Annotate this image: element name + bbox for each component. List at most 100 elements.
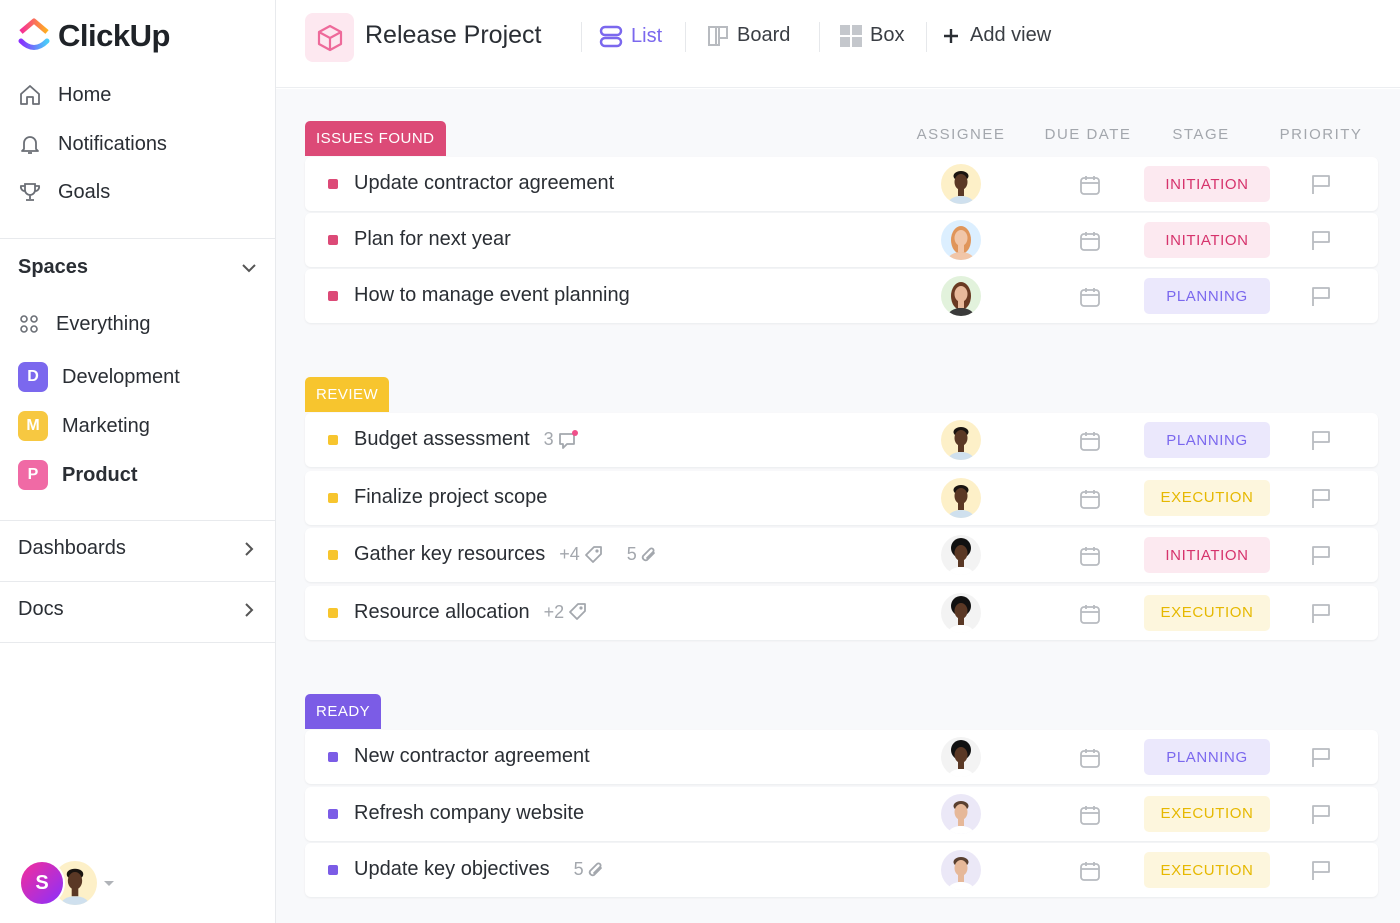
group-label[interactable]: READY <box>305 694 382 729</box>
clickup-logo[interactable]: ClickUp <box>18 18 170 54</box>
table-row[interactable]: Refresh company website EXECUTION <box>305 786 1378 841</box>
calendar-icon[interactable] <box>1079 603 1101 625</box>
space-marketing[interactable]: M Marketing <box>18 411 150 441</box>
stage-badge[interactable]: INITIATION <box>1144 166 1270 202</box>
task-name[interactable]: Refresh company website <box>354 801 585 824</box>
chevron-down-icon[interactable] <box>240 259 258 277</box>
stage-badge[interactable]: EXECUTION <box>1144 852 1270 888</box>
calendar-icon[interactable] <box>1079 747 1101 769</box>
calendar-icon[interactable] <box>1079 545 1101 567</box>
flag-icon[interactable] <box>1310 173 1332 195</box>
flag-icon[interactable] <box>1310 429 1332 451</box>
tab-board[interactable]: Board <box>707 24 790 47</box>
assignee-avatar[interactable] <box>941 420 981 460</box>
task-name[interactable]: Gather key resources <box>354 543 546 565</box>
table-row[interactable]: Plan for next year INITIATION <box>305 213 1378 267</box>
calendar-icon[interactable] <box>1079 174 1101 196</box>
status-dot[interactable] <box>328 435 338 445</box>
stage-badge[interactable]: PLANNING <box>1144 422 1270 458</box>
flag-icon[interactable] <box>1310 544 1332 566</box>
tag-count[interactable]: +2 <box>544 602 588 623</box>
sidebar-item-notifications[interactable]: Notifications <box>18 132 167 156</box>
chevron-right-icon[interactable] <box>240 601 258 619</box>
task-name[interactable]: Update key objectives <box>354 858 550 880</box>
calendar-icon[interactable] <box>1079 860 1101 882</box>
tab-box[interactable]: Box <box>840 24 904 47</box>
status-dot[interactable] <box>328 865 338 875</box>
sidebar-item-everything[interactable]: Everything <box>18 312 151 336</box>
stage-badge[interactable]: EXECUTION <box>1144 479 1270 516</box>
calendar-icon[interactable] <box>1079 488 1101 510</box>
task-name[interactable]: How to manage event planning <box>354 284 630 306</box>
stage-badge[interactable]: EXECUTION <box>1144 795 1270 832</box>
table-row[interactable]: Budget assessment 3 PLANNING <box>305 413 1378 467</box>
stage-badge[interactable]: PLANNING <box>1144 739 1270 775</box>
stage-badge[interactable]: INITIATION <box>1144 222 1270 258</box>
table-row[interactable]: How to manage event planning PLANNING <box>305 269 1378 323</box>
assignee-avatar[interactable] <box>941 164 981 204</box>
assignee-avatar[interactable] <box>941 850 981 890</box>
table-row[interactable]: Finalize project scope EXECUTION <box>305 470 1378 525</box>
table-row[interactable]: New contractor agreement PLANNING <box>305 730 1378 784</box>
assignee-avatar[interactable] <box>941 276 981 316</box>
flag-icon[interactable] <box>1310 229 1332 251</box>
stage-badge[interactable]: PLANNING <box>1144 278 1270 314</box>
calendar-icon[interactable] <box>1079 804 1101 826</box>
stage-badge[interactable]: INITIATION <box>1144 537 1270 573</box>
comment-count[interactable]: 3 <box>544 429 579 451</box>
assignee-avatar[interactable] <box>941 592 981 633</box>
table-row[interactable]: Update contractor agreement INITIATION <box>305 157 1378 211</box>
sidebar-item-goals[interactable]: Goals <box>18 180 110 204</box>
column-header-assignee[interactable]: ASSIGNEE <box>916 126 1006 143</box>
status-dot[interactable] <box>328 808 338 819</box>
flag-icon[interactable] <box>1310 285 1332 307</box>
sidebar-item-docs[interactable]: Docs <box>18 598 258 621</box>
status-dot[interactable] <box>328 235 338 245</box>
task-name[interactable]: Resource allocation <box>354 600 530 623</box>
spaces-header[interactable]: Spaces <box>18 256 258 279</box>
flag-icon[interactable] <box>1310 602 1332 624</box>
stage-badge[interactable]: EXECUTION <box>1144 594 1270 631</box>
attachment-count[interactable]: 5 <box>627 544 658 565</box>
user-menu[interactable]: S <box>19 860 115 906</box>
status-dot[interactable] <box>328 607 338 618</box>
space-product[interactable]: P Product <box>18 460 138 490</box>
calendar-icon[interactable] <box>1079 286 1101 308</box>
column-header-due-date[interactable]: DUE DATE <box>1044 126 1132 143</box>
sidebar-item-home[interactable]: Home <box>18 83 111 107</box>
group-label[interactable]: REVIEW <box>305 377 390 412</box>
task-name[interactable]: Plan for next year <box>354 228 511 250</box>
column-header-priority[interactable]: PRIORITY <box>1279 126 1363 143</box>
status-dot[interactable] <box>328 550 338 560</box>
assignee-avatar[interactable] <box>941 793 981 834</box>
group-label[interactable]: ISSUES FOUND <box>305 121 446 156</box>
flag-icon[interactable] <box>1310 487 1332 509</box>
column-header-stage[interactable]: STAGE <box>1172 126 1230 143</box>
task-name[interactable]: Update contractor agreement <box>354 172 615 194</box>
calendar-icon[interactable] <box>1079 230 1101 252</box>
table-row[interactable]: Resource allocation +2 EXECUTION <box>305 585 1378 640</box>
tab-list[interactable]: List <box>599 24 662 48</box>
assignee-avatar[interactable] <box>941 477 981 518</box>
assignee-avatar[interactable] <box>941 220 981 260</box>
add-view-button[interactable]: Add view <box>942 24 1051 47</box>
assignee-avatar[interactable] <box>941 737 981 777</box>
task-name[interactable]: Finalize project scope <box>354 485 548 508</box>
attachment-count[interactable]: 5 <box>574 859 605 880</box>
table-row[interactable]: Update key objectives 5 EXECUTION <box>305 843 1378 897</box>
table-row[interactable]: Gather key resources +4 5 INITIATION <box>305 528 1378 582</box>
space-development[interactable]: D Development <box>18 362 180 392</box>
flag-icon[interactable] <box>1310 746 1332 768</box>
flag-icon[interactable] <box>1310 859 1332 881</box>
chevron-right-icon[interactable] <box>240 540 258 558</box>
tag-count[interactable]: +4 <box>559 544 603 565</box>
task-name[interactable]: Budget assessment <box>354 428 530 450</box>
status-dot[interactable] <box>328 179 338 189</box>
sidebar-item-dashboards[interactable]: Dashboards <box>18 537 258 560</box>
status-dot[interactable] <box>328 291 338 301</box>
calendar-icon[interactable] <box>1079 430 1101 452</box>
flag-icon[interactable] <box>1310 803 1332 825</box>
status-dot[interactable] <box>328 492 338 503</box>
assignee-avatar[interactable] <box>941 535 981 575</box>
task-name[interactable]: New contractor agreement <box>354 745 590 767</box>
